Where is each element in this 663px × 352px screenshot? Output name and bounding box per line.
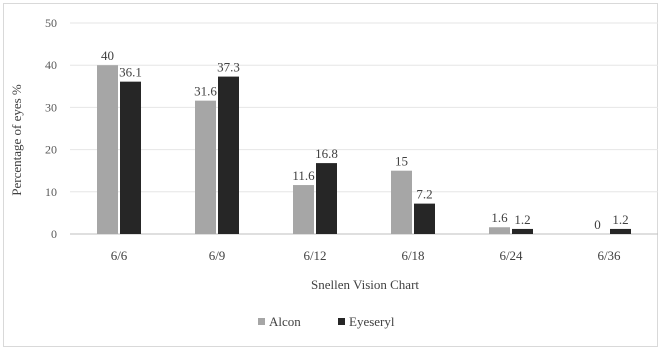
data-label-eyeseryl: 36.1 [119,65,142,80]
data-label-alcon: 40 [101,48,114,63]
data-label-alcon: 15 [395,154,408,169]
x-tick-label: 6/9 [209,248,226,263]
data-label-eyeseryl: 16.8 [315,146,338,161]
gridlines [70,22,658,235]
legend-swatch-alcon [258,318,265,325]
legend-swatch-eyeseryl [338,318,345,325]
y-axis-title: Percentage of eyes % [9,84,24,196]
x-axis-categories: 6/6 6/9 6/12 6/18 6/24 6/36 [111,248,621,263]
data-label-eyeseryl: 7.2 [416,187,432,202]
y-tick-label: 30 [45,100,57,114]
x-tick-label: 6/6 [111,248,128,263]
data-label-eyeseryl: 1.2 [612,212,628,227]
bars [97,65,631,235]
legend-label-eyeseryl: Eyeseryl [349,314,395,329]
bar-eyeseryl-6-24 [512,228,533,234]
legend: Alcon Eyeseryl [258,314,395,329]
legend-label-alcon: Alcon [269,314,301,329]
data-label-alcon: 1.6 [491,210,508,225]
x-tick-label: 6/18 [401,248,424,263]
y-tick-label: 20 [45,143,57,157]
data-label-alcon: 11.6 [292,168,315,183]
bar-alcon-6-18 [391,170,412,234]
x-tick-label: 6/24 [499,248,523,263]
x-axis-title: Snellen Vision Chart [311,277,419,292]
bar-alcon-6-12 [293,185,314,234]
y-tick-label: 10 [45,185,57,199]
data-label-eyeseryl: 1.2 [514,212,530,227]
bar-eyeseryl-6-9 [218,76,239,235]
bar-alcon-6-24 [489,227,510,234]
bar-alcon-6-9 [195,100,216,234]
bar-eyeseryl-6-6 [120,81,141,235]
bar-eyeseryl-6-18 [414,203,435,234]
bar-eyeseryl-6-12 [316,163,337,234]
bar-eyeseryl-6-36 [610,228,631,234]
y-tick-label: 50 [45,16,57,30]
bar-alcon-6-6 [97,65,118,234]
data-label-eyeseryl: 37.3 [217,60,240,75]
data-labels: 40 36.1 31.637.3 11.616.8 15 7.2 1.6 1.2 0 1.2 [101,48,629,232]
y-tick-label: 0 [51,227,57,241]
y-tick-label: 40 [45,58,57,72]
x-tick-label: 6/12 [303,248,326,263]
y-axis-ticks: 0 10 20 30 40 50 [45,16,57,241]
x-tick-label: 6/36 [597,248,621,263]
data-label-alcon: 0 [594,217,601,232]
data-label-alcon: 31.6 [194,84,217,99]
